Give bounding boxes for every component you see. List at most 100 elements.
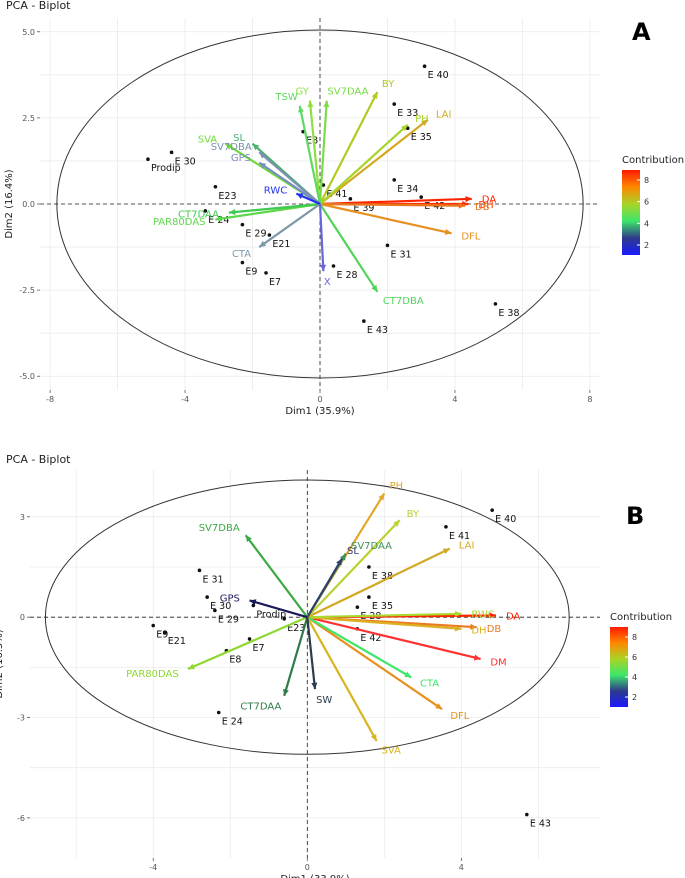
- variable-arrowhead: [296, 193, 304, 199]
- legend-tick-label: 4: [644, 219, 649, 228]
- variable-arrowhead: [215, 215, 223, 222]
- variable-arrow: [187, 616, 308, 671]
- observation-label: E21: [272, 239, 290, 250]
- variable-arrowhead: [400, 124, 408, 132]
- y-tick-label: -5.0: [19, 372, 35, 381]
- variable-arrowhead: [307, 100, 314, 108]
- legend-colorbar: [610, 627, 628, 707]
- observation-label: E 43: [530, 819, 551, 830]
- variable-label: DB: [487, 624, 502, 635]
- variable-arrow: [249, 599, 308, 619]
- observation-label: E 40: [495, 514, 516, 525]
- observation-label: E 31: [390, 249, 411, 260]
- observation-point: [444, 525, 448, 529]
- variable-arrowhead: [444, 228, 452, 235]
- observation-label: E 33: [397, 108, 418, 119]
- x-axis-title: Dim1 (33.9%): [280, 874, 349, 878]
- variable-label: CT7DBA: [383, 296, 424, 307]
- observation-point: [422, 64, 427, 69]
- variable-arrowhead: [311, 682, 318, 690]
- variable-arrow: [307, 612, 462, 619]
- x-tick-label: -4: [149, 863, 157, 872]
- variable-arrowhead: [454, 625, 462, 632]
- variable-arrow: [306, 558, 343, 618]
- variable-label: CT7DAA: [240, 701, 281, 712]
- variable-label: RWC: [264, 186, 287, 197]
- plot-title: PCA - Biplot: [6, 453, 71, 466]
- observation-point: [490, 508, 494, 512]
- observation-point: [405, 126, 410, 131]
- observation-label: E7: [269, 277, 281, 288]
- variable-arrow: [307, 616, 481, 661]
- observation-point: [203, 209, 208, 213]
- x-tick-label: -8: [46, 395, 54, 404]
- legend-colorbar: [622, 170, 640, 255]
- observation-point: [146, 157, 150, 162]
- observation-label: E23: [218, 191, 236, 202]
- variable-label: SV7DAA: [351, 541, 392, 552]
- variable-arrowhead: [252, 143, 260, 151]
- observation-point: [419, 195, 424, 199]
- variable-label: PAR80DAS: [153, 217, 206, 228]
- variable-arrowhead: [339, 553, 346, 561]
- variable-arrowhead: [470, 623, 477, 630]
- variable-arrow: [319, 91, 379, 205]
- variable-label: CTA: [232, 249, 251, 260]
- observation-point: [392, 178, 397, 182]
- variable-label: BY: [382, 79, 395, 90]
- observation-point: [362, 319, 366, 323]
- variable-arrow: [307, 616, 462, 630]
- y-tick-label: -3: [17, 714, 25, 723]
- variable-arrow: [306, 616, 412, 679]
- x-tick-label: -4: [181, 395, 189, 404]
- variable-arrowhead: [465, 196, 472, 203]
- variable-arrow: [244, 534, 309, 618]
- observation-label: E 39: [353, 203, 374, 214]
- y-tick-label: 0: [20, 613, 25, 622]
- x-tick-label: 0: [317, 395, 322, 404]
- variable-label: DM: [490, 657, 506, 668]
- panel-letter: B: [626, 502, 644, 530]
- variable-label: SW: [316, 695, 332, 706]
- variable-arrowhead: [283, 688, 289, 696]
- variable-arrowhead: [458, 202, 466, 209]
- observation-point: [385, 243, 390, 248]
- legend-title: Contribution: [610, 612, 672, 623]
- y-tick-label: 5.0: [22, 28, 35, 37]
- observation-point: [197, 568, 202, 573]
- observation-label: E21: [168, 636, 186, 647]
- observation-label: E 35: [411, 132, 432, 143]
- variable-arrow: [258, 161, 321, 205]
- variable-label: DA: [482, 194, 497, 205]
- variable-arrow: [258, 151, 321, 205]
- variable-label: TSW: [274, 92, 297, 103]
- variable-label: PAR80DAS: [126, 669, 179, 680]
- observation-label: E 31: [202, 574, 223, 585]
- observation-point: [205, 595, 209, 599]
- variable-arrow: [306, 547, 451, 619]
- variable-arrow: [319, 203, 379, 293]
- observation-label: E9: [245, 267, 257, 278]
- y-tick-label: -6: [17, 814, 25, 823]
- variable-label: DB: [475, 202, 490, 213]
- observation-point: [213, 184, 218, 189]
- panel-letter: A: [632, 18, 651, 46]
- biplot-panel-b: -4 0 4 3 0 -3 -6 PCA - Biplot Dim1 (33.9%) Dim2 (…: [0, 453, 672, 878]
- observation-label: E 42: [424, 201, 445, 212]
- variable-label: GY: [296, 87, 310, 98]
- plot-title: PCA - Biplot: [6, 0, 71, 12]
- variable-arrowhead: [336, 558, 342, 566]
- observation-label: Prodip: [256, 609, 286, 620]
- observation-label: E9: [156, 630, 168, 641]
- x-tick-label: 0: [305, 863, 310, 872]
- legend-tick-label: 4: [632, 673, 637, 682]
- variable-arrow: [319, 123, 409, 205]
- legend-tick-label: 2: [644, 241, 649, 250]
- observation-point: [247, 637, 252, 641]
- variable-arrow: [306, 519, 401, 618]
- observation-point: [264, 271, 268, 275]
- variable-arrowhead: [378, 493, 385, 501]
- variable-arrow: [298, 105, 322, 205]
- variable-label: DFL: [461, 231, 480, 242]
- observation-label: E 29: [218, 614, 239, 625]
